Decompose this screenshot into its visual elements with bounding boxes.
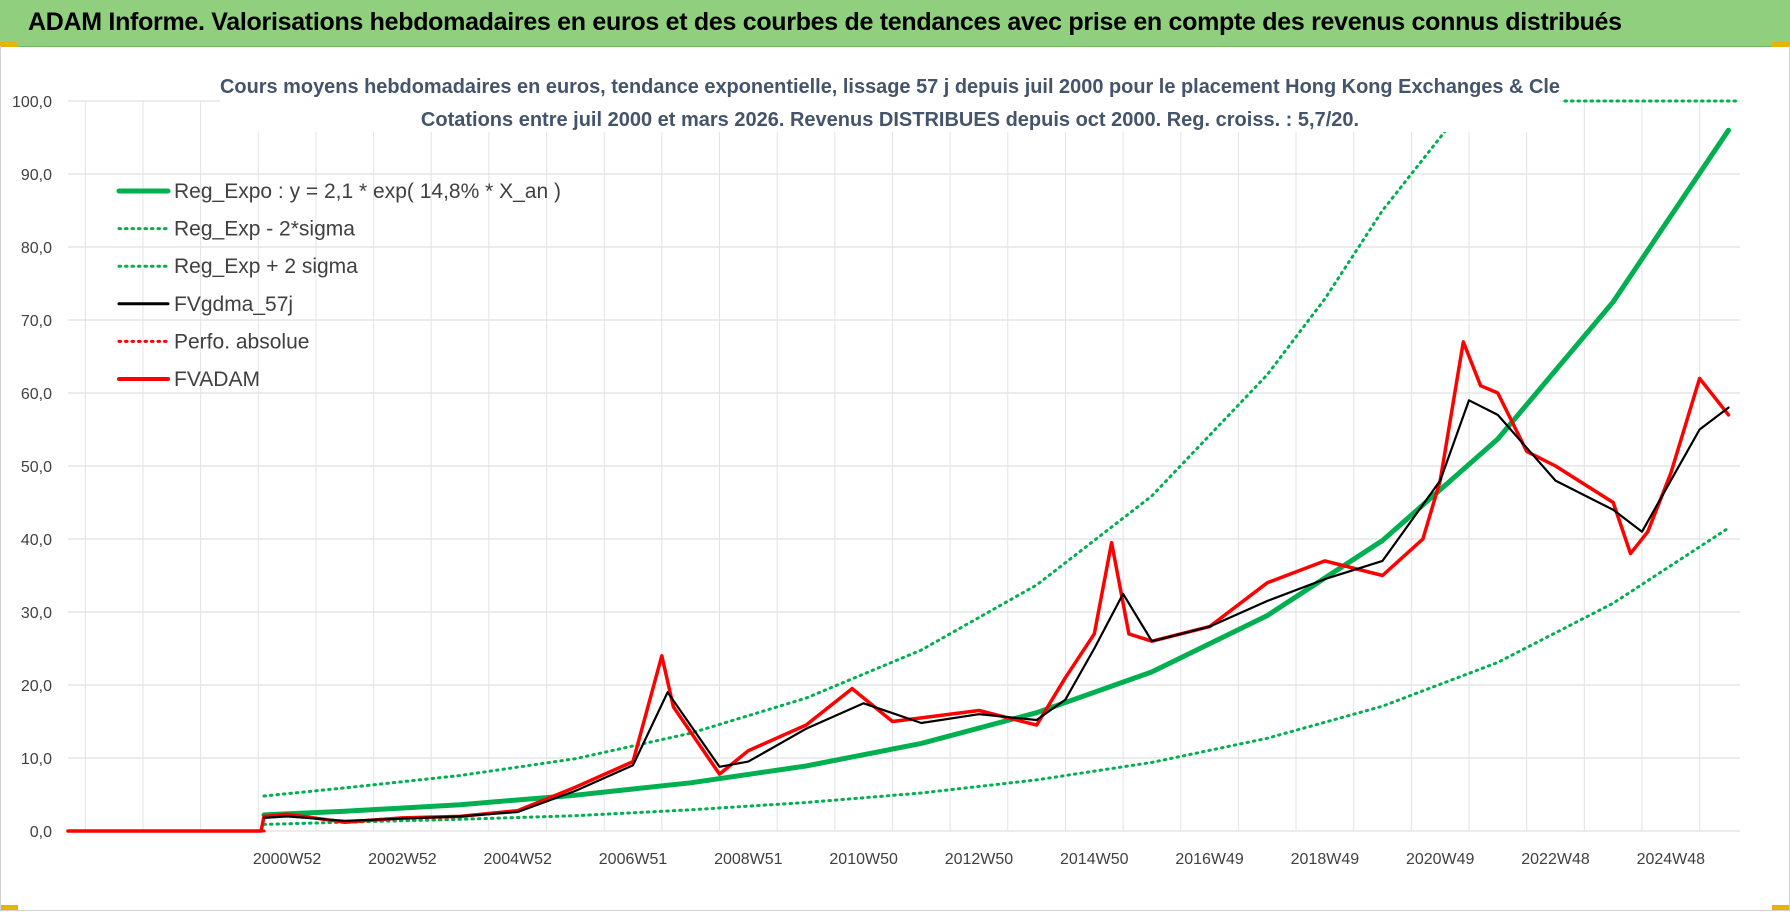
series-layer — [66, 99, 1742, 833]
legend-label-3: FVgdma_57j — [174, 293, 293, 316]
grid — [68, 100, 1740, 832]
corner-marker — [0, 42, 18, 47]
y-tick-label: 90,0 — [21, 167, 52, 184]
corner-marker — [0, 905, 18, 910]
corner-marker — [1772, 42, 1790, 47]
x-tick-label: 2022W48 — [1521, 851, 1590, 868]
x-tick-label: 2012W50 — [945, 851, 1014, 868]
chart-title: Cours moyens hebdomadaires en euros, ten… — [220, 76, 1560, 98]
y-tick-label: 0,0 — [30, 824, 52, 841]
banner-title: ADAM Informe. Valorisations hebdomadaire… — [28, 8, 1622, 36]
banner: ADAM Informe. Valorisations hebdomadaire… — [0, 0, 1790, 47]
y-tick-label: 40,0 — [21, 532, 52, 549]
x-tick-label: 2018W49 — [1291, 851, 1360, 868]
series-line-3 — [262, 399, 1730, 822]
y-tick-label: 30,0 — [21, 605, 52, 622]
legend-label-5: FVADAM — [174, 368, 260, 391]
x-axis: 2000W52 2002W52 2004W52 2006W51 2008W51 2010W… — [253, 851, 1705, 868]
legend: Reg_Expo : y = 2,1 * exp( 14,8% * X_an )… — [116, 180, 561, 391]
legend-label-0: Reg_Expo : y = 2,1 * exp( 14,8% * X_an ) — [174, 180, 561, 203]
y-tick-label: 80,0 — [21, 240, 52, 257]
x-tick-label: 2014W50 — [1060, 851, 1129, 868]
series-line-0 — [261, 127, 1731, 818]
chart-subtitle: Cotations entre juil 2000 et mars 2026. … — [421, 109, 1359, 131]
x-tick-label: 2016W49 — [1175, 851, 1244, 868]
corner-marker — [1772, 905, 1790, 910]
series-line-1 — [262, 526, 1730, 826]
title-backdrop — [220, 66, 1560, 132]
x-tick-label: 2020W49 — [1406, 851, 1475, 868]
legend-label-2: Reg_Exp + 2 sigma — [174, 255, 358, 278]
y-tick-label: 20,0 — [21, 678, 52, 695]
x-tick-label: 2006W51 — [599, 851, 668, 868]
y-tick-label: 100,0 — [12, 94, 52, 111]
y-tick-label: 70,0 — [21, 313, 52, 330]
y-axis: 0,0 10,0 20,0 30,0 40,0 50,0 60,0 70,0 80,0 90,0 1… — [12, 94, 52, 841]
x-tick-label: 2004W52 — [483, 851, 552, 868]
series-line-2 — [262, 99, 1471, 798]
x-tick-label: 2008W51 — [714, 851, 783, 868]
y-tick-label: 60,0 — [21, 386, 52, 403]
legend-label-1: Reg_Exp - 2*sigma — [174, 218, 355, 241]
x-tick-label: 2000W52 — [253, 851, 322, 868]
legend-label-4: Perfo. absolue — [174, 330, 309, 353]
y-tick-label: 10,0 — [21, 751, 52, 768]
x-tick-label: 2002W52 — [368, 851, 437, 868]
x-tick-label: 2024W48 — [1637, 851, 1706, 868]
y-tick-label: 50,0 — [21, 459, 52, 476]
x-tick-label: 2010W50 — [829, 851, 898, 868]
